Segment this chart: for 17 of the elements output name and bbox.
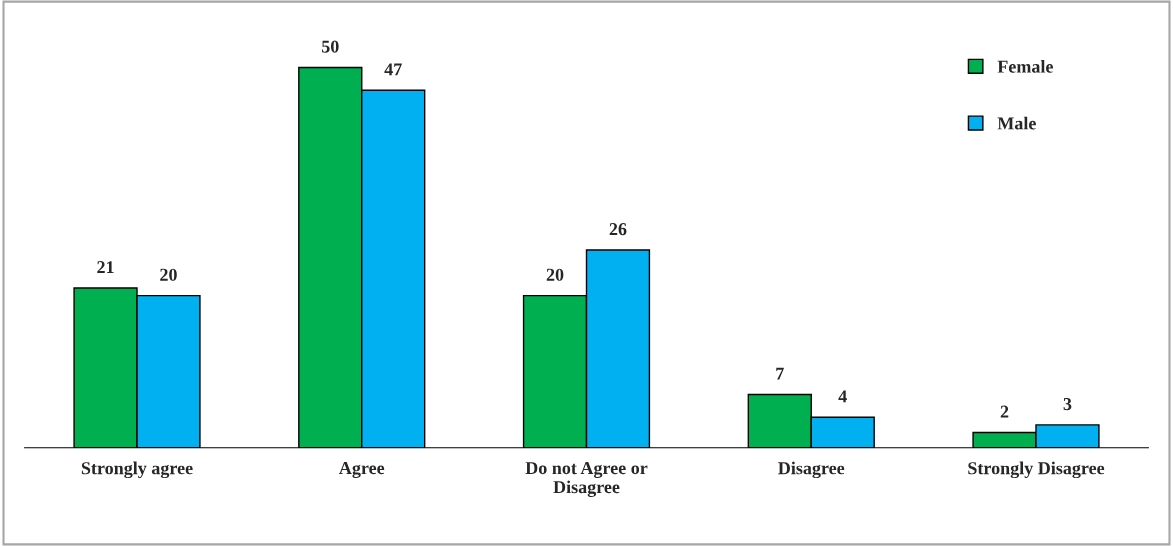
data-label: 26: [609, 223, 627, 236]
x-tick-label: Disagree: [778, 461, 845, 479]
legend-label: Female: [997, 60, 1053, 73]
data-label: 50: [321, 40, 339, 53]
data-label: 20: [160, 268, 177, 281]
data-label: 47: [384, 63, 402, 76]
data-label: 4: [838, 390, 847, 403]
x-tick-label: Strongly Disagree: [968, 461, 1105, 479]
data-label: 20: [546, 268, 564, 281]
x-tick-label: Agree: [339, 462, 385, 478]
legend-label: Male: [997, 116, 1036, 130]
x-tick-label: Do not Agree or Disagree: [525, 462, 648, 497]
data-label: 21: [97, 261, 114, 274]
x-tick-label: Strongly agree: [81, 461, 193, 479]
data-label: 7: [776, 367, 784, 380]
data-label: 3: [1063, 397, 1072, 411]
data-label: 2: [1000, 405, 1009, 418]
